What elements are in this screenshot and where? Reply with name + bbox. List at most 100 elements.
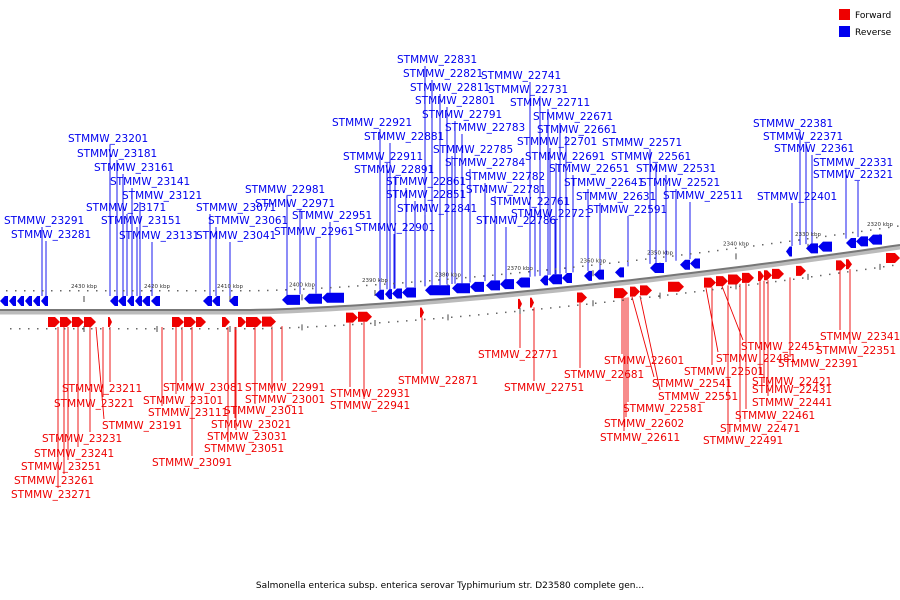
orf-dot — [114, 290, 116, 292]
orf-dot — [456, 277, 458, 280]
orf-dot — [172, 328, 174, 330]
reverse-gene-label: STMMW_23281 — [11, 229, 91, 241]
orf-dot — [577, 304, 579, 306]
orf-dot — [316, 325, 318, 328]
reverse-gene-arrow — [452, 283, 470, 294]
forward-gene-label: STMMW_22602 — [604, 418, 684, 430]
orf-dot — [370, 322, 372, 325]
orf-dot — [690, 253, 692, 255]
reverse-gene-arrow — [322, 292, 344, 303]
reverse-gene-label: STMMW_22381 — [753, 118, 833, 130]
forward-gene-arrow — [172, 317, 184, 327]
orf-dot — [559, 306, 561, 308]
orf-dot — [402, 282, 404, 284]
orf-dot — [231, 290, 233, 292]
forward-gene-arrow — [530, 297, 534, 308]
orf-dot — [465, 276, 467, 279]
reverse-gene-label: STMMW_22811 — [410, 82, 490, 94]
reverse-gene-arrow — [17, 296, 24, 306]
forward-gene-label: STMMW_22481 — [716, 353, 796, 365]
orf-dot — [213, 290, 215, 292]
reverse-gene-label: STMMW_22401 — [757, 191, 837, 203]
reverse-gene-arrow — [594, 269, 604, 280]
orf-dot — [865, 268, 867, 271]
orf-dot — [654, 257, 656, 259]
orf-dot — [411, 281, 413, 283]
tick-label: 2390 kbp — [362, 278, 388, 284]
reverse-gene-arrow — [540, 275, 548, 286]
orf-dot — [91, 328, 93, 330]
orf-dot — [631, 298, 633, 300]
forward-gene-label: STMMW_23021 — [211, 419, 291, 431]
orf-dot — [276, 289, 278, 291]
orf-dot — [163, 328, 165, 330]
orf-dot — [375, 284, 377, 286]
forward-gene-label: STMMW_22601 — [604, 355, 684, 367]
orf-dot — [199, 328, 201, 330]
forward-gene-label: STMMW_23011 — [224, 405, 304, 417]
forward-gene-label: STMMW_22941 — [330, 400, 410, 412]
forward-gene-label: STMMW_22351 — [816, 345, 896, 357]
orf-dot — [415, 319, 417, 321]
reverse-gene-label: STMMW_22721 — [511, 208, 591, 220]
forward-gene-arrow — [742, 272, 754, 283]
reverse-gene-arrow — [786, 246, 792, 257]
forward-gene-arrow — [846, 259, 852, 270]
forward-gene-label: STMMW_23261 — [14, 475, 94, 487]
reverse-gene-label: STMMW_23131 — [119, 230, 199, 242]
reverse-gene-label: STMMW_22781 — [466, 184, 546, 196]
orf-dot — [798, 239, 800, 241]
tick-label: 2320 kbp — [867, 222, 893, 228]
reverse-gene-label: STMMW_22651 — [549, 163, 629, 175]
orf-dot — [217, 328, 219, 330]
orf-dot — [87, 290, 89, 292]
orf-dot — [55, 328, 57, 330]
orf-dot — [645, 258, 647, 260]
orf-dot — [582, 265, 584, 267]
reverse-gene-arrow — [470, 281, 484, 292]
forward-gene-arrow — [246, 316, 262, 327]
orf-dot — [681, 254, 683, 256]
orf-dot — [487, 313, 489, 315]
forward-gene-label: STMMW_23271 — [11, 489, 91, 501]
figure-caption: Salmonella enterica subsp. enterica sero… — [256, 581, 644, 591]
orf-dot — [555, 268, 557, 270]
orf-dot — [294, 288, 296, 291]
reverse-gene-label: STMMW_22841 — [397, 203, 477, 215]
orf-dot — [127, 328, 129, 330]
tick-label: 2380 kbp — [435, 272, 461, 278]
forward-gene-label: STMMW_23081 — [163, 382, 243, 394]
orf-dot — [384, 283, 386, 285]
forward-gene-arrow — [420, 307, 424, 318]
orf-dot — [379, 322, 381, 324]
leader-line — [631, 296, 655, 378]
orf-dot — [532, 309, 534, 311]
reverse-gene-arrow — [856, 236, 868, 247]
forward-gene-arrow — [668, 281, 684, 292]
forward-gene-arrow — [84, 317, 96, 327]
reverse-gene-label: STMMW_22691 — [525, 151, 605, 163]
forward-gene-label: STMMW_23051 — [204, 443, 284, 455]
forward-gene-label: STMMW_22681 — [564, 369, 644, 381]
reverse-gene-label: STMMW_23061 — [208, 215, 288, 227]
orf-dot — [451, 316, 453, 318]
orf-dot — [82, 328, 84, 330]
orf-dot — [100, 328, 102, 330]
reverse-gene-arrow — [151, 296, 160, 306]
reverse-gene-label: STMMW_22921 — [332, 117, 412, 129]
reverse-gene-label: STMMW_23071 — [196, 202, 276, 214]
orf-dot — [226, 328, 228, 330]
orf-dot — [460, 315, 462, 318]
reverse-gene-label: STMMW_22631 — [576, 191, 656, 203]
reverse-gene-arrow — [680, 259, 690, 270]
reverse-gene-label: STMMW_22891 — [354, 164, 434, 176]
orf-dot — [879, 228, 881, 230]
reverse-gene-label: STMMW_22641 — [564, 177, 644, 189]
forward-gene-label: STMMW_22551 — [658, 391, 738, 403]
reverse-gene-label: STMMW_22971 — [255, 198, 335, 210]
orf-dot — [339, 286, 341, 288]
orf-dot — [118, 328, 120, 330]
reverse-gene-label: STMMW_22521 — [640, 177, 720, 189]
forward-gene-label: STMMW_22421 — [752, 376, 832, 388]
reverse-gene-label: STMMW_22531 — [636, 163, 716, 175]
